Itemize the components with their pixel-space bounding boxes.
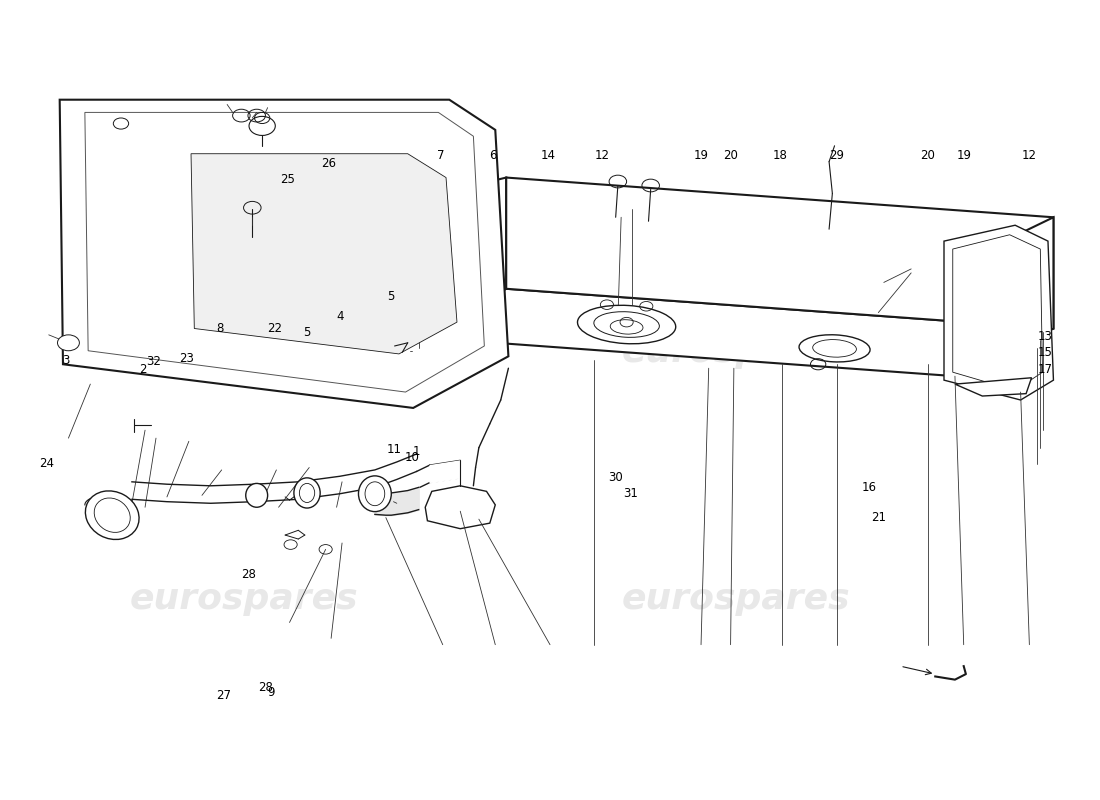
Text: 9: 9 (267, 686, 275, 699)
Text: 7: 7 (437, 149, 444, 162)
Text: 18: 18 (772, 149, 788, 162)
Text: 28: 28 (258, 681, 273, 694)
Text: 8: 8 (216, 322, 223, 335)
Polygon shape (944, 226, 1054, 400)
Text: eurospares: eurospares (129, 582, 358, 616)
Text: 5: 5 (387, 290, 395, 303)
Text: eurospares: eurospares (621, 582, 850, 616)
Text: 26: 26 (321, 157, 337, 170)
Text: 13: 13 (1037, 330, 1052, 343)
Text: 31: 31 (624, 487, 638, 500)
Text: 24: 24 (40, 457, 54, 470)
Text: 20: 20 (723, 149, 738, 162)
Text: 17: 17 (1037, 363, 1053, 376)
Polygon shape (955, 218, 1054, 376)
Text: eurospares: eurospares (129, 335, 358, 370)
Text: 32: 32 (146, 355, 162, 368)
Polygon shape (955, 378, 1032, 396)
Text: 6: 6 (490, 149, 497, 162)
Text: 20: 20 (920, 149, 935, 162)
Polygon shape (191, 154, 456, 354)
Text: 25: 25 (279, 173, 295, 186)
Ellipse shape (578, 306, 675, 344)
Text: 14: 14 (540, 149, 556, 162)
Text: 3: 3 (63, 354, 70, 366)
Polygon shape (59, 100, 508, 408)
Polygon shape (506, 178, 1054, 329)
Text: 15: 15 (1037, 346, 1052, 359)
Text: 11: 11 (387, 442, 403, 456)
Text: 19: 19 (956, 149, 971, 162)
Text: 10: 10 (405, 451, 419, 465)
Text: 1: 1 (412, 445, 420, 458)
Text: 23: 23 (179, 352, 194, 365)
Text: 29: 29 (829, 149, 844, 162)
Polygon shape (426, 486, 495, 529)
Ellipse shape (294, 478, 320, 508)
Text: 27: 27 (217, 689, 231, 702)
Ellipse shape (86, 491, 139, 539)
Text: 28: 28 (242, 568, 256, 582)
Text: 12: 12 (1022, 149, 1037, 162)
Text: 19: 19 (693, 149, 708, 162)
Text: 16: 16 (862, 481, 877, 494)
Text: 30: 30 (608, 471, 623, 484)
Polygon shape (408, 289, 1054, 376)
Text: 4: 4 (337, 310, 343, 323)
Text: 22: 22 (266, 322, 282, 335)
Ellipse shape (799, 334, 870, 362)
Text: 21: 21 (871, 511, 886, 524)
Text: 12: 12 (595, 149, 610, 162)
Polygon shape (408, 178, 506, 337)
Ellipse shape (245, 483, 267, 507)
Circle shape (57, 335, 79, 350)
Text: 5: 5 (304, 326, 310, 339)
Text: 2: 2 (139, 363, 146, 376)
Ellipse shape (359, 476, 392, 512)
Text: eurospares: eurospares (621, 335, 850, 370)
